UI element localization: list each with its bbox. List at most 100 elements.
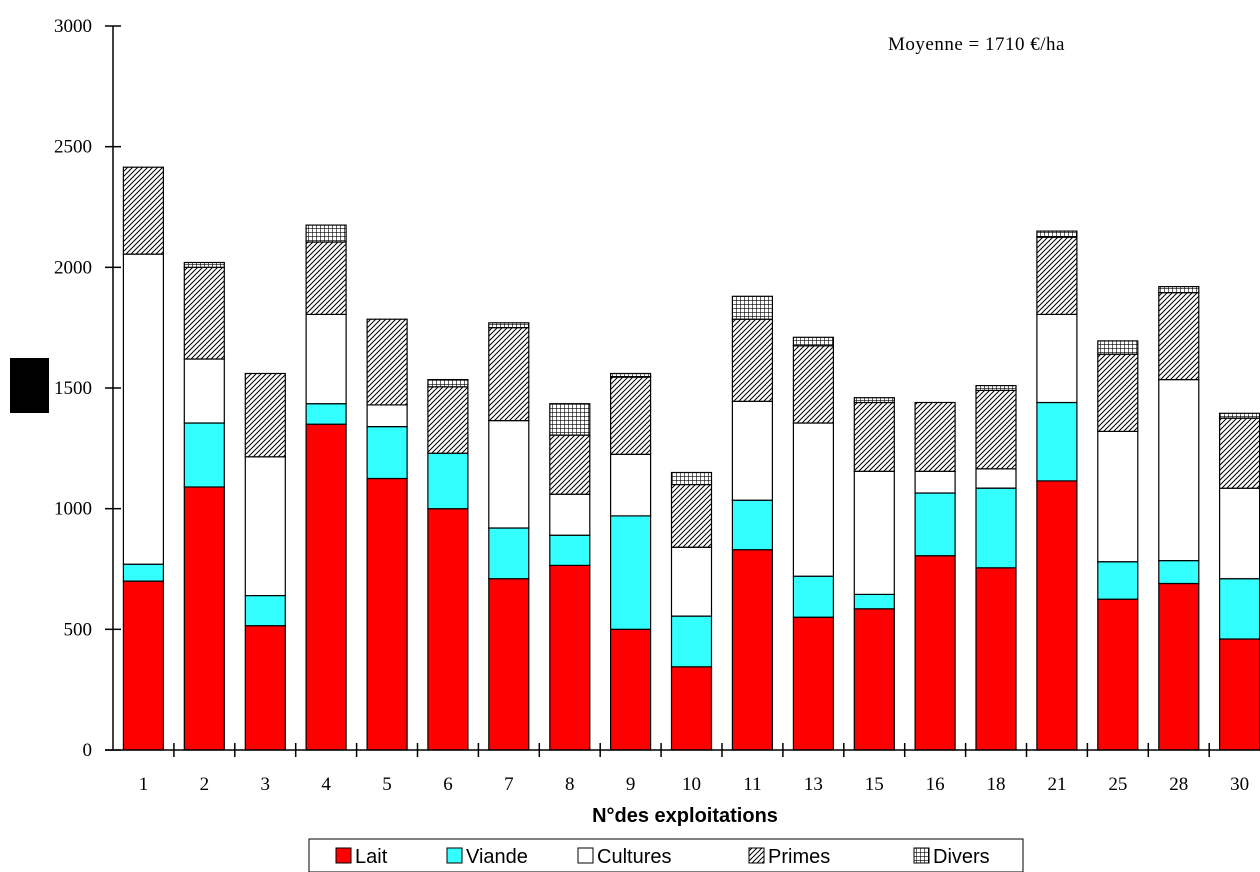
bar-segment-lait-18 (975, 567, 1017, 751)
bar-segment-primes-25 (1097, 353, 1139, 433)
bar-segment-divers-25 (1097, 340, 1139, 355)
bar-segment-primes-3 (244, 372, 286, 458)
x-tick-label-7: 7 (504, 774, 514, 795)
x-tick-label-6: 6 (443, 774, 453, 795)
legend-label-lait: Lait (355, 846, 388, 868)
bar-segment-cultures-7 (488, 420, 530, 529)
bar-segment-viande-2 (183, 422, 225, 488)
axes-group (105, 25, 1260, 757)
bar-segment-viande-18 (975, 487, 1017, 569)
bar-segment-lait-6 (427, 508, 469, 751)
bar-segment-cultures-28 (1158, 379, 1200, 562)
bar-segment-primes-5 (366, 318, 408, 406)
x-tick-label-13: 13 (804, 774, 823, 795)
bar-segment-viande-1 (122, 563, 165, 582)
bar-segment-divers-6 (427, 379, 469, 388)
bar-segment-lait-3 (244, 625, 286, 751)
bar-segment-viande-5 (366, 426, 408, 480)
legend-swatch-viande (446, 847, 463, 864)
bar-segment-primes-11 (731, 318, 774, 402)
legend-label-primes: Primes (768, 846, 830, 868)
bar-segment-viande-7 (488, 527, 530, 580)
bar-segment-lait-25 (1097, 598, 1139, 751)
x-tick-label-1: 1 (139, 774, 149, 795)
y-tick-label-2000: 2000 (54, 257, 92, 278)
bar-segment-viande-11 (731, 499, 774, 551)
y-tick-label-0: 0 (83, 740, 93, 761)
x-tick-label-2: 2 (200, 774, 210, 795)
bar-segment-divers-11 (731, 295, 774, 320)
bar-segment-primes-21 (1036, 236, 1078, 315)
y-tick-label-1000: 1000 (54, 499, 92, 520)
bars-group (122, 166, 1260, 751)
bar-segment-lait-21 (1036, 480, 1078, 751)
legend-frame (308, 838, 1024, 872)
bar-segment-primes-7 (488, 327, 530, 422)
bar-segment-primes-2 (183, 266, 225, 360)
bar-segment-divers-9 (609, 372, 652, 378)
x-tick-label-15: 15 (865, 774, 884, 795)
bar-segment-primes-1 (122, 166, 165, 255)
bar-segment-viande-25 (1097, 561, 1139, 600)
x-tick-label-5: 5 (382, 774, 392, 795)
bar-segment-cultures-2 (183, 358, 225, 424)
x-tick-label-18: 18 (987, 774, 1006, 795)
x-axis-title: N°des exploitations (592, 805, 778, 827)
bar-segment-divers-8 (549, 403, 591, 436)
bar-segment-lait-11 (731, 549, 774, 751)
y-tick-label-2500: 2500 (54, 137, 92, 158)
bar-segment-divers-2 (183, 261, 225, 268)
bar-segment-viande-8 (549, 534, 591, 567)
bar-segment-lait-2 (183, 486, 225, 751)
bar-segment-viande-13 (792, 575, 835, 618)
bar-segment-cultures-10 (670, 546, 713, 617)
bar-segment-lait-4 (305, 423, 347, 751)
bar-segment-primes-10 (670, 483, 713, 548)
bar-segment-lait-10 (670, 666, 713, 751)
x-tick-label-30: 30 (1230, 774, 1249, 795)
legend-swatch-divers (913, 847, 930, 864)
bar-segment-primes-30 (1218, 417, 1260, 489)
bar-segment-divers-21 (1036, 230, 1078, 238)
bar-segment-divers-13 (792, 336, 835, 347)
bar-segment-divers-28 (1158, 286, 1200, 294)
bar-segment-primes-13 (792, 345, 835, 424)
bar-segment-cultures-5 (366, 404, 408, 428)
bar-segment-divers-10 (670, 471, 713, 486)
bar-segment-primes-16 (914, 401, 956, 472)
bar-segment-divers-15 (853, 397, 895, 404)
x-tick-label-25: 25 (1108, 774, 1127, 795)
bar-segment-viande-15 (853, 593, 895, 610)
bar-segment-viande-3 (244, 594, 286, 627)
legend-swatch-lait (335, 847, 352, 864)
x-tick-label-11: 11 (743, 774, 761, 795)
bar-segment-lait-5 (366, 477, 408, 751)
bar-segment-viande-28 (1158, 559, 1200, 585)
y-tick-label-1500: 1500 (54, 378, 92, 399)
bar-segment-viande-30 (1218, 578, 1260, 640)
bar-segment-viande-10 (670, 615, 713, 668)
bar-segment-divers-30 (1218, 412, 1260, 419)
legend-label-cultures: Cultures (597, 846, 671, 868)
bar-segment-lait-30 (1218, 638, 1260, 751)
y-tick-label-500: 500 (64, 619, 93, 640)
bar-segment-primes-28 (1158, 292, 1200, 381)
bar-segment-lait-13 (792, 616, 835, 751)
x-tick-label-3: 3 (261, 774, 271, 795)
bar-segment-cultures-3 (244, 456, 286, 597)
bar-segment-cultures-15 (853, 470, 895, 595)
y-tick-labels: 0 500 1000 1500 2000 2500 3000 (54, 16, 92, 761)
bar-segment-primes-9 (609, 376, 652, 455)
bar-segment-cultures-18 (975, 468, 1017, 489)
legend-swatch-primes (748, 847, 765, 864)
legend-label-viande: Viande (466, 846, 528, 868)
legend-swatch-cultures (577, 847, 594, 864)
bar-segment-lait-7 (488, 578, 530, 751)
bar-segment-primes-6 (427, 386, 469, 454)
bar-segment-divers-4 (305, 224, 347, 243)
bar-segment-primes-18 (975, 389, 1017, 470)
bar-segment-lait-15 (853, 608, 895, 751)
bar-segment-lait-1 (122, 580, 165, 751)
bar-segment-cultures-25 (1097, 430, 1139, 563)
bar-segment-cultures-30 (1218, 487, 1260, 580)
